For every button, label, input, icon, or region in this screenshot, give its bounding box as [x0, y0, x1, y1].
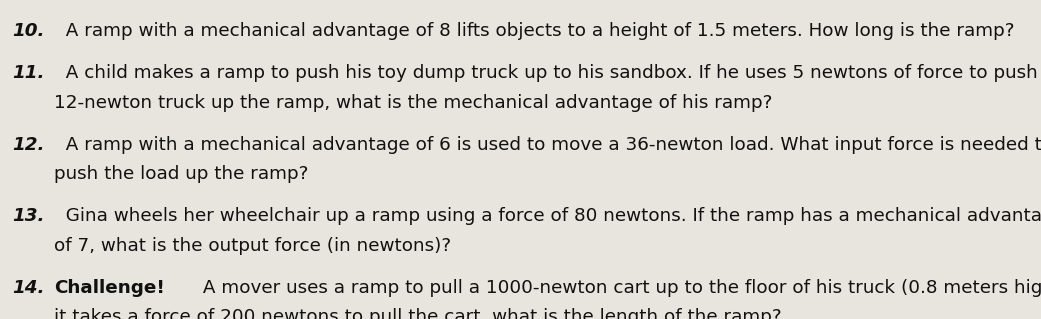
Text: 11.: 11. [12, 64, 45, 82]
Text: 14.: 14. [12, 279, 45, 297]
Text: Gina wheels her wheelchair up a ramp using a force of 80 newtons. If the ramp ha: Gina wheels her wheelchair up a ramp usi… [54, 207, 1041, 225]
Text: 10.: 10. [12, 22, 45, 40]
Text: 12.: 12. [12, 136, 45, 154]
Text: it takes a force of 200 newtons to pull the cart, what is the length of the ramp: it takes a force of 200 newtons to pull … [54, 308, 782, 319]
Text: Challenge!: Challenge! [54, 279, 166, 297]
Text: push the load up the ramp?: push the load up the ramp? [54, 165, 308, 183]
Text: A ramp with a mechanical advantage of 6 is used to move a 36-newton load. What i: A ramp with a mechanical advantage of 6 … [54, 136, 1041, 154]
Text: A ramp with a mechanical advantage of 8 lifts objects to a height of 1.5 meters.: A ramp with a mechanical advantage of 8 … [54, 22, 1015, 40]
Text: of 7, what is the output force (in newtons)?: of 7, what is the output force (in newto… [54, 237, 451, 255]
Text: A child makes a ramp to push his toy dump truck up to his sandbox. If he uses 5 : A child makes a ramp to push his toy dum… [54, 64, 1041, 82]
Text: 12-newton truck up the ramp, what is the mechanical advantage of his ramp?: 12-newton truck up the ramp, what is the… [54, 94, 772, 112]
Text: A mover uses a ramp to pull a 1000-newton cart up to the floor of his truck (0.8: A mover uses a ramp to pull a 1000-newto… [197, 279, 1041, 297]
Text: 13.: 13. [12, 207, 45, 225]
